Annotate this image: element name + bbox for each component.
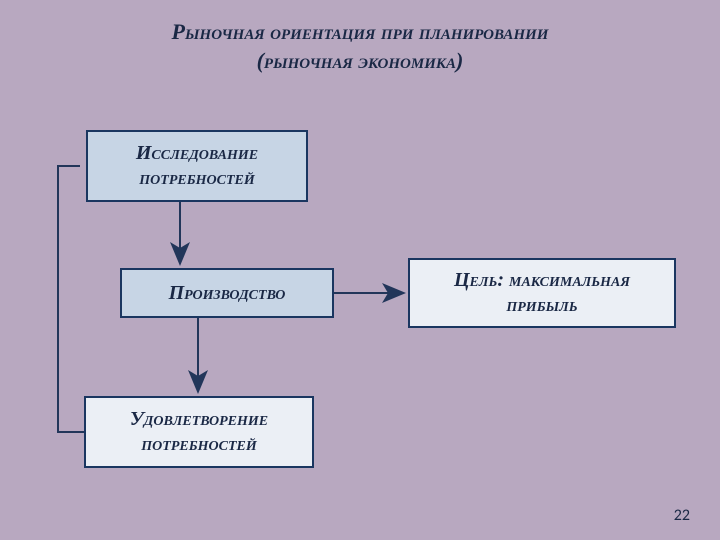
node-satisfaction-label: Удовлетворение потребностей xyxy=(94,407,304,457)
node-production-label: Производство xyxy=(169,282,286,305)
node-goal: Цель: максимальная прибыль xyxy=(408,258,676,328)
title-line-2: (рыночная экономика) xyxy=(257,48,464,73)
node-production: Производство xyxy=(120,268,334,318)
node-satisfaction: Удовлетворение потребностей xyxy=(84,396,314,468)
title-line-1: Рыночная ориентация при планировании xyxy=(172,19,549,44)
node-research: Исследование потребностей xyxy=(86,130,308,202)
page-number: 22 xyxy=(674,506,690,525)
diagram-title: Рыночная ориентация при планировании (ры… xyxy=(0,0,720,75)
node-research-label: Исследование потребностей xyxy=(96,141,298,191)
node-goal-label: Цель: максимальная прибыль xyxy=(418,268,666,318)
